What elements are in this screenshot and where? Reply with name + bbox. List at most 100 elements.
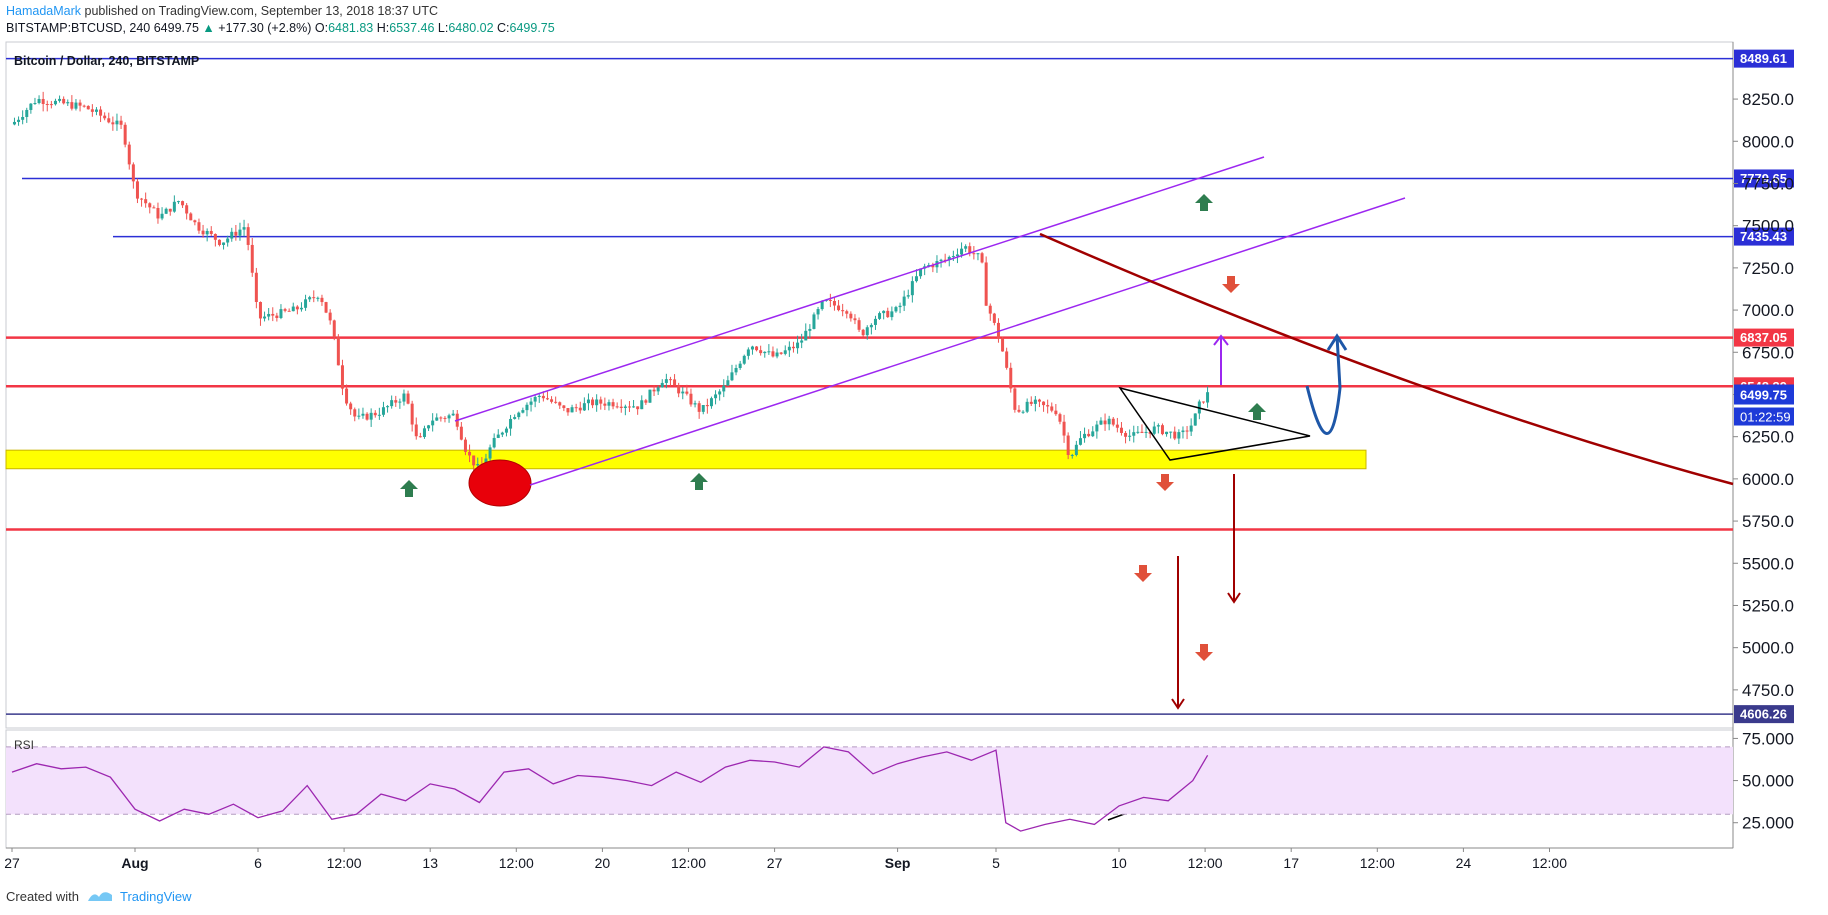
candle-body-237 [984, 262, 988, 306]
candle-body-258 [1070, 454, 1074, 456]
candle-body-118 [496, 434, 500, 438]
candle-body-10 [53, 100, 57, 105]
candle-body-167 [697, 403, 701, 412]
candle-body-51 [222, 242, 226, 245]
candle-body-268 [1111, 418, 1115, 425]
candle-body-79 [336, 337, 340, 366]
candle-body-202 [841, 310, 845, 312]
candle-body-277 [1148, 431, 1152, 434]
candle-body-46 [201, 230, 205, 235]
candle-body-105 [443, 417, 447, 419]
candle-body-115 [484, 458, 488, 465]
candle-body-205 [853, 318, 857, 321]
candle-body-219 [910, 281, 914, 296]
author-link[interactable]: HamadaMark [6, 4, 82, 18]
candle-body-135 [566, 408, 570, 413]
candle-body-279 [1156, 425, 1160, 427]
candle-body-285 [1181, 430, 1185, 433]
level-tag-text-6: 4606.26 [1740, 707, 1787, 722]
candle-body-61 [263, 316, 267, 319]
x-tick-label-11: 10 [1111, 855, 1127, 871]
candle-body-21 [99, 109, 103, 116]
candle-body-208 [865, 327, 869, 336]
candle-body-231 [960, 248, 964, 255]
candle-body-188 [783, 350, 787, 354]
symbol-label: BITSTAMP:BTCUSD, 240 [6, 21, 151, 35]
candle-body-102 [431, 420, 435, 426]
candle-body-216 [898, 305, 902, 308]
candle-body-70 [299, 307, 303, 310]
candle-body-254 [1054, 410, 1058, 415]
candle-body-12 [62, 98, 66, 104]
candle-body-30 [135, 181, 139, 199]
candle-body-192 [800, 340, 804, 343]
candle-body-193 [804, 330, 808, 341]
tradingview-link[interactable]: TradingView [120, 889, 192, 904]
candle-body-71 [304, 299, 308, 308]
candle-body-154 [644, 400, 648, 403]
candle-body-246 [1021, 411, 1025, 413]
candle-body-44 [193, 220, 197, 223]
candle-body-170 [709, 398, 713, 407]
green-up-arrow-icon-1 [690, 473, 708, 490]
level-tag-1 [1734, 169, 1794, 188]
candle-body-113 [476, 464, 480, 466]
level-tag-text-1: 7779.65 [1740, 171, 1787, 186]
candle-body-174 [726, 380, 730, 386]
x-tick-label-16: 12:00 [1532, 855, 1567, 871]
candle-body-249 [1033, 399, 1037, 404]
publish-info: HamadaMark published on TradingView.com,… [6, 4, 438, 18]
x-tick-label-2: 6 [254, 855, 262, 871]
candle-body-93 [394, 400, 398, 403]
candle-body-241 [1001, 338, 1005, 352]
candle-body-94 [398, 401, 402, 403]
candle-body-77 [328, 312, 332, 321]
candle-body-194 [808, 328, 812, 331]
candle-body-88 [373, 412, 377, 416]
rsi-label: RSI [14, 738, 34, 752]
candle-body-28 [127, 144, 131, 165]
candle-body-155 [648, 389, 652, 403]
candle-body-55 [238, 229, 242, 236]
candle-body-142 [595, 399, 599, 406]
chart-title: Bitcoin / Dollar, 240, BITSTAMP [14, 54, 199, 68]
price-chart[interactable]: 8489.617779.657435.436837.056548.394606.… [0, 0, 1828, 880]
candle-body-6 [37, 98, 41, 104]
current-price-text: 6499.75 [1740, 388, 1787, 403]
level-tag-6 [1734, 705, 1794, 724]
candle-body-34 [152, 207, 156, 209]
low-label: L: [437, 21, 449, 35]
candle-body-91 [386, 406, 390, 408]
candle-body-76 [324, 302, 328, 313]
x-tick-label-4: 13 [422, 855, 438, 871]
candle-body-122 [513, 417, 517, 419]
candle-body-189 [787, 346, 791, 351]
candle-body-19 [90, 109, 94, 112]
candle-body-195 [812, 314, 816, 329]
candle-body-173 [722, 385, 726, 392]
candle-body-95 [402, 393, 406, 402]
candle-body-4 [29, 103, 33, 110]
candle-body-159 [664, 379, 668, 383]
candle-body-272 [1128, 435, 1132, 437]
rsi-pane: RSI 75.000 50.000 25.000 [6, 729, 1794, 833]
candle-body-150 [627, 406, 631, 408]
y-tick-label-4: 5750.0 [1742, 512, 1794, 531]
candle-body-233 [968, 246, 972, 254]
candle-body-283 [1173, 431, 1177, 439]
blue-projection-arrow [1305, 335, 1342, 435]
candle-body-138 [578, 407, 582, 411]
candle-body-126 [529, 401, 533, 405]
y-tick-label-8: 6750.0 [1742, 343, 1794, 362]
candle-body-111 [468, 451, 472, 456]
candle-body-284 [1177, 432, 1181, 439]
candle-body-214 [890, 311, 894, 318]
candle-body-41 [181, 201, 185, 206]
candle-body-53 [230, 231, 234, 239]
candle-body-64 [275, 315, 279, 318]
candle-body-156 [652, 389, 656, 392]
candle-body-90 [381, 407, 385, 415]
candle-body-124 [521, 410, 525, 413]
candle-body-248 [1029, 401, 1033, 404]
candle-body-211 [878, 313, 882, 319]
